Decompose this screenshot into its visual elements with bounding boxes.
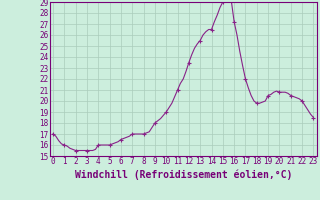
X-axis label: Windchill (Refroidissement éolien,°C): Windchill (Refroidissement éolien,°C): [75, 169, 292, 180]
